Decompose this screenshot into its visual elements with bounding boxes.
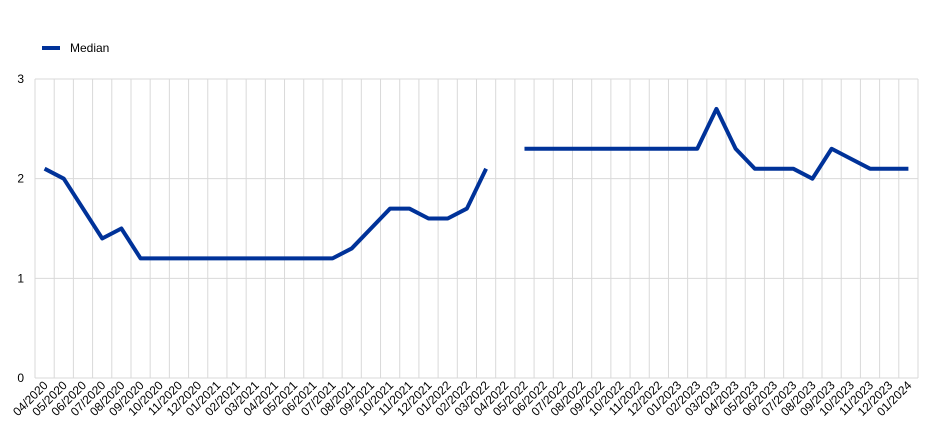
data-line: [43, 106, 909, 261]
y-tick-label: 2: [17, 172, 24, 186]
legend-label: Median: [70, 41, 109, 55]
y-tick-label: 1: [17, 271, 24, 285]
y-tick-label: 0: [17, 371, 24, 385]
y-tick-label: 3: [17, 72, 24, 86]
